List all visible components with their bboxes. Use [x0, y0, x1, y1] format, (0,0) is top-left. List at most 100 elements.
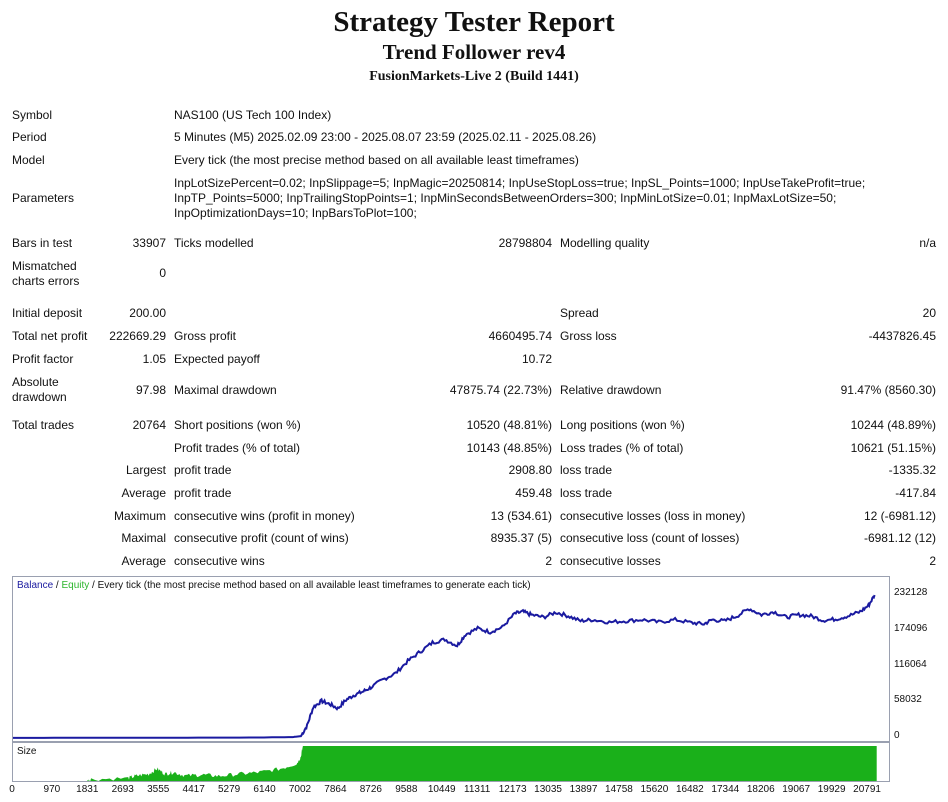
net-profit-label: Total net profit — [12, 329, 88, 343]
x-tick-label: 2693 — [111, 784, 134, 795]
expected-payoff-value: 10.72 — [521, 352, 552, 366]
x-tick-label: 3555 — [147, 784, 170, 795]
largest-loss-value: -1335.32 — [888, 463, 936, 477]
mismatch-value: 0 — [159, 266, 166, 280]
cons-wins-label: consecutive wins (profit in money) — [174, 509, 355, 523]
avg-profit-value: 459.48 — [515, 486, 552, 500]
maximal-label: Maximal — [121, 531, 166, 545]
legend-desc: / Every tick (the most precise method ba… — [89, 580, 531, 591]
x-tick-label: 1831 — [76, 784, 99, 795]
profit-trades-label: Profit trades (% of total) — [174, 441, 301, 455]
profit-trades-value: 10143 (48.85%) — [466, 441, 552, 455]
short-value: 10520 (48.81%) — [466, 418, 552, 432]
parameters-line-3: InpOptimizationDays=10; InpBarsToPlot=10… — [174, 206, 417, 220]
spread-label: Spread — [560, 306, 599, 320]
x-tick-label: 9588 — [395, 784, 418, 795]
y-tick-label: 0 — [894, 730, 900, 741]
model-value: Every tick (the most precise method base… — [174, 153, 579, 167]
x-tick-label: 4417 — [182, 784, 205, 795]
server-name: FusionMarkets-Live 2 (Build 1441) — [369, 69, 579, 84]
net-profit-value: 222669.29 — [109, 329, 166, 343]
y-tick-label: 232128 — [894, 587, 928, 598]
x-tick-label: 17344 — [711, 784, 740, 795]
loss-trades-label: Loss trades (% of total) — [560, 441, 684, 455]
profit-factor-label: Profit factor — [12, 352, 74, 366]
abs-drawdown-value: 97.98 — [135, 383, 166, 397]
chart-legend: Balance / Equity / Every tick (the most … — [17, 580, 531, 591]
parameters-label: Parameters — [12, 191, 75, 205]
symbol-value: NAS100 (US Tech 100 Index) — [174, 108, 332, 122]
gross-profit-label: Gross profit — [174, 329, 237, 343]
x-tick-label: 15620 — [640, 784, 669, 795]
y-tick-label: 174096 — [894, 622, 928, 634]
cons-loss-value: -6981.12 (12) — [863, 531, 936, 545]
cons-profit-value: 8935.37 (5) — [490, 531, 552, 545]
x-tick-label: 13035 — [534, 784, 562, 795]
x-tick-label: 16482 — [675, 784, 704, 795]
abs-drawdown-label-1: Absolute — [12, 375, 59, 389]
average-label: Average — [121, 486, 166, 500]
ticks-label: Ticks modelled — [174, 236, 254, 250]
report-title: Strategy Tester Report — [333, 6, 615, 38]
x-tick-label: 10449 — [427, 784, 456, 795]
size-chart: Size — [12, 742, 890, 782]
model-label: Model — [12, 153, 45, 167]
legend-balance: Balance — [17, 580, 54, 591]
x-tick-label: 5279 — [217, 784, 241, 795]
spread-value: 20 — [922, 306, 936, 320]
balance-line — [13, 594, 876, 739]
expert-name: Trend Follower rev4 — [382, 40, 566, 64]
quality-label: Modelling quality — [560, 236, 650, 250]
period-label: Period — [12, 130, 47, 144]
bars-value: 33907 — [132, 236, 166, 250]
x-tick-label: 11311 — [464, 784, 491, 795]
x-tick-label: 7002 — [288, 784, 312, 795]
expected-payoff-label: Expected payoff — [174, 352, 260, 366]
size-label: Size — [17, 746, 37, 757]
avg-wins-value: 2 — [545, 554, 552, 568]
x-tick-label: 7864 — [324, 784, 347, 795]
deposit-value: 200.00 — [129, 306, 166, 320]
total-trades-label: Total trades — [12, 418, 75, 432]
x-tick-label: 19067 — [782, 784, 811, 795]
size-area — [13, 746, 877, 781]
x-tick-label: 970 — [43, 784, 61, 795]
long-label: Long positions (won %) — [560, 418, 685, 432]
x-tick-label: 18206 — [746, 784, 775, 795]
gross-profit-value: 4660495.74 — [488, 329, 552, 343]
cons-loss-label: consecutive loss (count of losses) — [560, 531, 740, 545]
avg-losses-value: 2 — [929, 554, 936, 568]
total-trades-value: 20764 — [132, 418, 166, 432]
x-tick-label: 12173 — [498, 784, 527, 795]
bars-label: Bars in test — [12, 236, 73, 250]
x-tick-label: 19929 — [817, 784, 846, 795]
largest-profit-label: profit trade — [174, 463, 232, 477]
max-drawdown-label: Maximal drawdown — [174, 383, 277, 397]
profit-factor-value: 1.05 — [142, 352, 166, 366]
size-plot — [13, 746, 877, 781]
legend-sep: / — [53, 580, 62, 591]
x-tick-label: 14758 — [605, 784, 633, 795]
maximum-label: Maximum — [113, 509, 166, 523]
legend-equity: Equity — [61, 580, 90, 591]
avg-losses-label: consecutive losses — [560, 554, 661, 568]
balance-plot — [13, 594, 876, 739]
mismatch-label-1: Mismatched — [12, 259, 77, 273]
x-tick-label: 0 — [9, 784, 15, 795]
cons-wins-value: 13 (534.61) — [490, 509, 552, 523]
avg-loss-value: -417.84 — [895, 486, 936, 500]
cons-profit-label: consecutive profit (count of wins) — [174, 531, 349, 545]
rel-drawdown-value: 91.47% (8560.30) — [840, 383, 936, 397]
cons-losses-label: consecutive losses (loss in money) — [560, 509, 746, 523]
long-value: 10244 (48.89%) — [850, 418, 936, 432]
largest-label: Largest — [125, 463, 166, 477]
short-label: Short positions (won %) — [174, 418, 301, 432]
y-tick-label: 116064 — [894, 658, 927, 670]
parameters-line-2: InpTP_Points=5000; InpTrailingStopPoints… — [174, 191, 837, 205]
avg-wins-label: consecutive wins — [174, 554, 265, 568]
x-tick-label: 6140 — [253, 784, 276, 795]
balance-chart: Balance / Equity / Every tick (the most … — [12, 576, 890, 742]
mismatch-label-2: charts errors — [12, 274, 80, 288]
avg-profit-label: profit trade — [174, 486, 232, 500]
x-tick-label: 8726 — [359, 784, 382, 795]
